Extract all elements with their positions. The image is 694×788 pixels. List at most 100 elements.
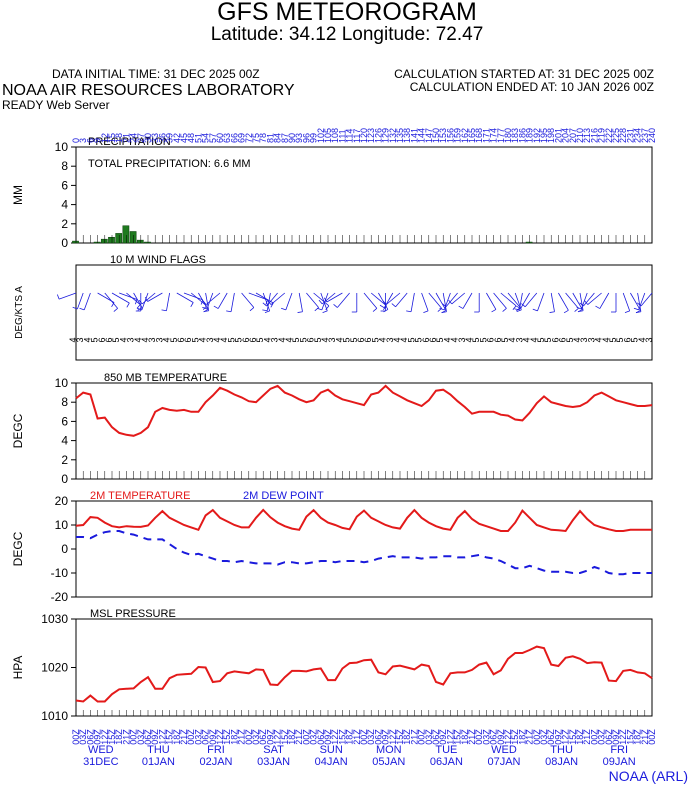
- wind-barb-flag: [372, 308, 378, 312]
- wind-barb: [395, 292, 408, 308]
- bottom-hour-label: 03Z: [78, 729, 88, 745]
- wind-speed-label: 5: [342, 337, 352, 342]
- top-hour-label: 54: [201, 133, 211, 143]
- wind-speed-label: 5: [298, 337, 308, 342]
- wind-speed-label: 3: [147, 337, 157, 342]
- dewpoint-line: [76, 530, 652, 576]
- bottom-hour-label: 09Z: [150, 729, 160, 745]
- wind-barb-flag: [458, 305, 464, 309]
- wind-barb-flag: [136, 304, 141, 309]
- wind-barb: [640, 292, 653, 307]
- bottom-hour-label: 06Z: [201, 729, 211, 745]
- page-title: GFS METEOROGRAM: [217, 0, 477, 26]
- wind-barb: [385, 292, 401, 305]
- wind-barb: [58, 292, 77, 300]
- wind-speed-label: 5: [543, 337, 553, 342]
- wind-barb: [462, 292, 473, 309]
- bottom-hour-label: 15Z: [395, 729, 405, 745]
- wind-barb-flag: [144, 296, 149, 302]
- top-hour-label: 171: [481, 128, 491, 143]
- bottom-hour-label: 00Z: [474, 729, 484, 745]
- top-hour-label: 174: [489, 128, 499, 143]
- wind-speed-label: 5: [190, 337, 200, 342]
- top-hour-label: 102: [316, 128, 326, 143]
- bottom-hour-label: 12Z: [445, 729, 455, 745]
- wind-barb-flag: [382, 300, 387, 305]
- wind-barb: [622, 292, 631, 311]
- wind-speed-label: 5: [414, 337, 424, 342]
- top-hour-label: 144: [417, 128, 427, 143]
- temp850-title: 850 MB TEMPERATURE: [104, 372, 227, 384]
- wind-speed-label: 6: [363, 337, 373, 342]
- bottom-hour-label: 03Z: [481, 729, 491, 745]
- wind-barb: [298, 292, 303, 312]
- top-hour-label: 138: [402, 128, 412, 143]
- top-hour-label: 222: [604, 128, 614, 143]
- top-hour-label: 9: [93, 138, 103, 143]
- bottom-hour-label: 06Z: [431, 729, 441, 745]
- day-of-week-label: THU: [147, 744, 170, 756]
- wind-barb: [313, 292, 330, 307]
- wind-barb-flag: [249, 307, 255, 312]
- wind-barb: [77, 292, 84, 310]
- top-hour-label: 123: [366, 128, 376, 143]
- wind-title: 10 M WIND FLAGS: [110, 254, 206, 266]
- wind-barb: [266, 292, 278, 307]
- wind-barb: [587, 292, 602, 305]
- date-label: 02JAN: [199, 756, 232, 768]
- bottom-hour-label: 18Z: [287, 729, 297, 745]
- day-of-week-label: FRI: [207, 744, 225, 756]
- wind-barb-flag: [317, 307, 322, 311]
- wind-barb: [637, 292, 642, 312]
- wind-barb-flag: [491, 309, 497, 313]
- y-tick-label: 4: [61, 198, 68, 212]
- top-hour-label: 132: [388, 128, 398, 143]
- wind-barb-flag: [441, 303, 447, 308]
- precip-total-annotation: TOTAL PRECIPITATION: 6.6 MM: [88, 158, 251, 170]
- precip-bar: [136, 239, 144, 244]
- precip-bar: [525, 241, 533, 244]
- y-tick-label: 10: [55, 376, 69, 390]
- wind-speed-label: 6: [558, 337, 568, 342]
- wind-barb-flag: [423, 310, 429, 313]
- wind-barb-flag: [297, 311, 303, 313]
- day-of-week-label: MON: [376, 744, 402, 756]
- calculation-started: CALCULATION STARTED AT: 31 DEC 2025 00Z: [394, 67, 654, 81]
- wind-speed-label: 5: [349, 337, 359, 342]
- top-hour-label: 105: [323, 128, 333, 143]
- top-hour-label: 24: [129, 133, 139, 143]
- bottom-hour-label: 03Z: [136, 729, 146, 745]
- credit-label: NOAA (ARL): [608, 768, 688, 784]
- bottom-hour-label: 00Z: [186, 729, 196, 745]
- date-label: 05JAN: [372, 756, 405, 768]
- wind-speed-label: 6: [241, 337, 251, 342]
- wind-barb-flag: [203, 310, 209, 312]
- bottom-hour-label: 21Z: [179, 729, 189, 745]
- wind-barb-flag: [126, 302, 130, 308]
- wind-speed-label: 4: [133, 337, 143, 342]
- wind-barb-flag: [502, 308, 507, 312]
- bottom-hour-label: 09Z: [611, 729, 621, 745]
- wind-speed-label: 6: [550, 337, 560, 342]
- bottom-hour-label: 12Z: [388, 729, 398, 745]
- wind-speed-label: 4: [378, 337, 388, 342]
- bottom-hour-label: 15Z: [568, 729, 578, 745]
- wind-barb: [486, 292, 497, 310]
- wind-speed-label: 6: [248, 337, 258, 342]
- wind-barb-flag: [79, 307, 85, 311]
- top-hour-label: 234: [633, 128, 643, 143]
- wind-barb-flag: [514, 308, 520, 311]
- wind-barb: [524, 292, 538, 308]
- top-hour-label: 189: [525, 128, 535, 143]
- wind-speed-label: 6: [97, 337, 107, 342]
- wind-speed-label: 6: [622, 337, 632, 342]
- wind-barb-flag: [134, 299, 138, 305]
- wind-speed-label: 5: [435, 337, 445, 342]
- bottom-hour-label: 06Z: [489, 729, 499, 745]
- wind-barb-flag: [262, 302, 267, 307]
- y-tick-label: 4: [61, 434, 68, 448]
- wind-speed-label: 3: [586, 337, 596, 342]
- wind-barb: [166, 292, 170, 311]
- wind-speed-label: 5: [291, 337, 301, 342]
- precip-bar: [122, 225, 130, 244]
